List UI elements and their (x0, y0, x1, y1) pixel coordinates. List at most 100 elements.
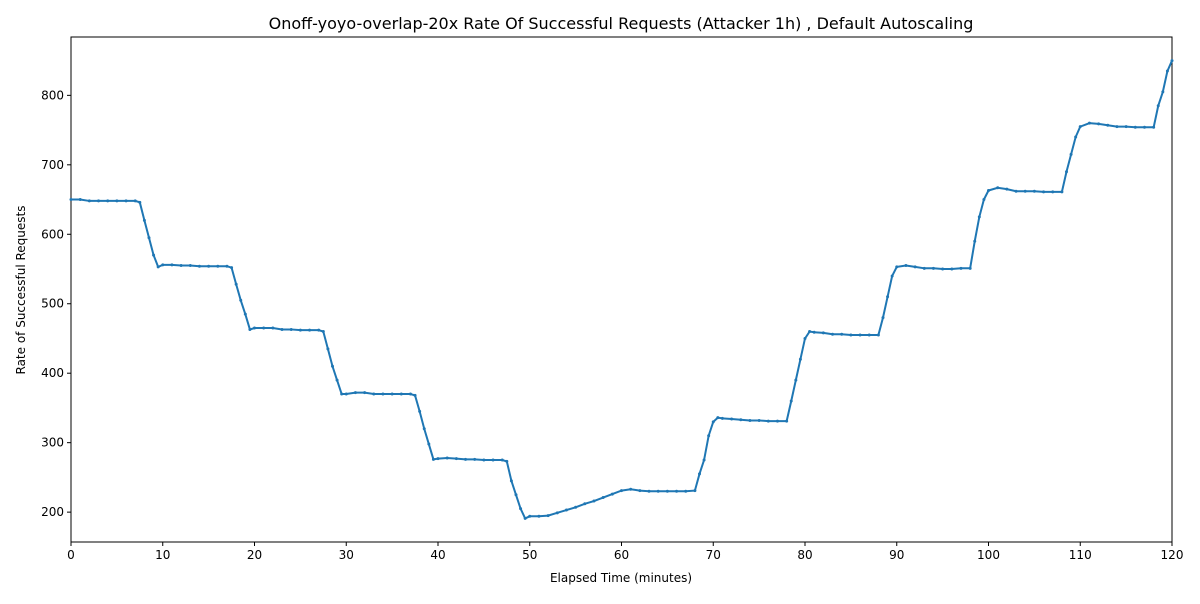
series-line (71, 60, 1173, 520)
point (308, 328, 312, 332)
point (1069, 152, 1073, 156)
point (555, 511, 559, 515)
point (239, 298, 243, 302)
point (399, 392, 403, 396)
point (973, 239, 977, 243)
point (363, 391, 367, 395)
point (523, 516, 527, 520)
point (216, 264, 220, 268)
point (684, 489, 688, 493)
point (629, 487, 633, 491)
x-tick-label: 10 (155, 548, 170, 562)
point (418, 409, 422, 413)
point (881, 316, 885, 320)
x-tick-label: 80 (797, 548, 812, 562)
x-tick-label: 100 (977, 548, 1000, 562)
point (317, 328, 321, 332)
point (1078, 125, 1082, 129)
point (656, 489, 660, 493)
point (808, 330, 812, 334)
point (234, 282, 238, 286)
point (1115, 125, 1119, 129)
point (381, 392, 385, 396)
point (207, 264, 211, 268)
point (1023, 189, 1027, 193)
point (225, 264, 229, 268)
y-tick-label: 500 (41, 297, 64, 311)
point (812, 330, 816, 334)
point (739, 418, 743, 422)
chart-title: Onoff-yoyo-overlap-20x Rate Of Successfu… (269, 14, 974, 33)
point (702, 458, 706, 462)
x-tick-label: 40 (430, 548, 445, 562)
point (647, 489, 651, 493)
point (188, 264, 192, 268)
point (849, 333, 853, 337)
x-tick-label: 30 (339, 548, 354, 562)
y-tick-label: 300 (41, 436, 64, 450)
point (546, 514, 550, 518)
y-tick-label: 400 (41, 366, 64, 380)
point (720, 416, 724, 420)
point (716, 416, 720, 420)
point (138, 200, 142, 204)
point (693, 489, 697, 493)
point (886, 295, 890, 299)
point (500, 458, 504, 462)
point (638, 489, 642, 493)
point (1161, 90, 1165, 94)
point (133, 199, 137, 203)
point (156, 265, 160, 269)
point (840, 332, 844, 336)
point (775, 419, 779, 423)
point (298, 328, 302, 332)
point (1042, 190, 1046, 194)
point (982, 198, 986, 202)
point (454, 457, 458, 461)
point (372, 392, 376, 396)
point (574, 505, 578, 509)
point (610, 492, 614, 496)
y-axis-label: Rate of Successful Requests (14, 206, 28, 375)
point (509, 479, 513, 483)
point (1051, 190, 1055, 194)
point (922, 266, 926, 270)
point (798, 357, 802, 361)
point (482, 458, 486, 462)
point (996, 186, 1000, 190)
point (514, 493, 518, 497)
point (97, 199, 101, 203)
point (1170, 59, 1174, 63)
x-tick-label: 120 (1161, 548, 1184, 562)
point (280, 327, 284, 331)
point (766, 419, 770, 423)
x-tick-label: 70 (706, 548, 721, 562)
point (413, 393, 417, 397)
y-tick-label: 800 (41, 88, 64, 102)
y-tick-label: 200 (41, 505, 64, 519)
point (789, 399, 793, 403)
point (248, 327, 252, 331)
point (1156, 104, 1160, 108)
point (665, 489, 669, 493)
point (170, 263, 174, 267)
y-tick-label: 600 (41, 227, 64, 241)
point (987, 189, 990, 193)
point (253, 326, 256, 330)
point (408, 392, 412, 396)
point (867, 333, 871, 337)
point (675, 489, 679, 493)
point (968, 266, 972, 270)
point (592, 499, 596, 503)
point (344, 392, 348, 396)
point (1074, 135, 1078, 139)
point (890, 274, 894, 278)
point (931, 266, 935, 270)
point (262, 326, 266, 330)
point (147, 236, 151, 240)
point (950, 267, 954, 271)
point (1142, 125, 1146, 129)
point (1165, 69, 1169, 73)
point (106, 199, 110, 203)
